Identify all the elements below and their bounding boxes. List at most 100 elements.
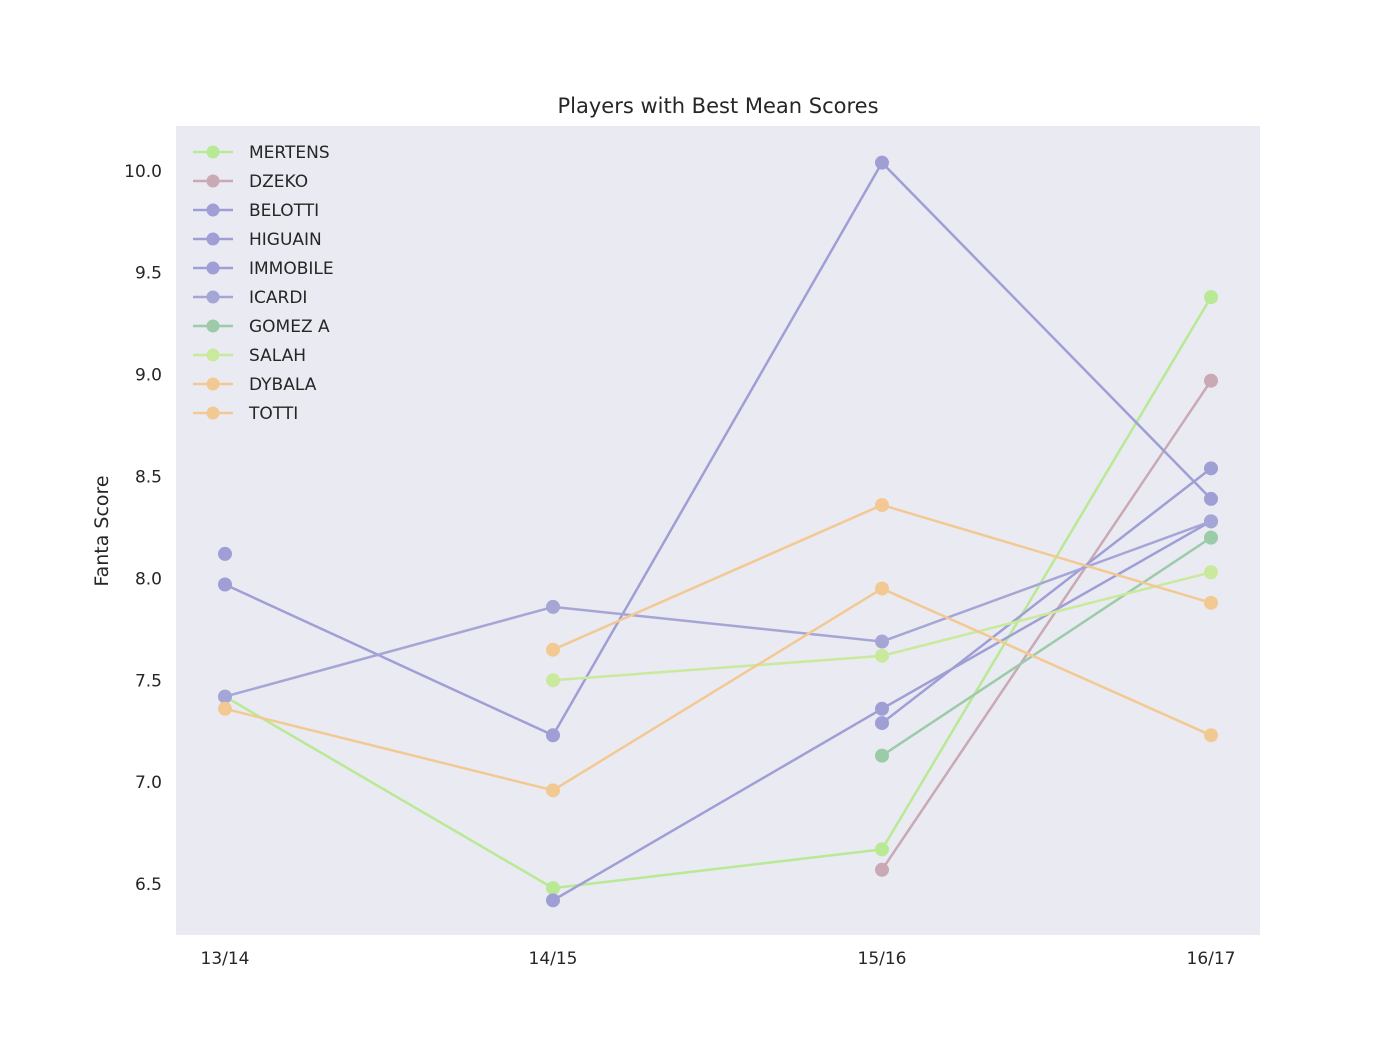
legend-entry: SALAH <box>193 346 306 366</box>
series-mertens <box>218 290 1218 896</box>
series-line-segment <box>223 583 555 737</box>
legend-marker <box>206 377 220 391</box>
x-tick-label: 13/14 <box>201 949 250 969</box>
legend-entry: GOMEZ A <box>193 317 330 337</box>
data-point <box>1204 514 1218 529</box>
series-line-segment <box>551 654 884 682</box>
series-line-segment <box>223 605 555 698</box>
y-tick-label: 10.0 <box>124 162 162 182</box>
legend-label: TOTTI <box>248 404 298 424</box>
data-point <box>875 701 889 716</box>
legend-label: IMMOBILE <box>249 259 334 279</box>
series-line-segment <box>880 467 1213 725</box>
legend-label: MERTENS <box>249 143 330 163</box>
x-tick-labels: 13/14 14/15 15/16 16/17 <box>201 949 1236 969</box>
data-point <box>875 862 889 877</box>
data-point <box>1204 565 1218 580</box>
legend-marker <box>206 203 220 217</box>
legend-entry: MERTENS <box>193 143 330 163</box>
data-point <box>1204 461 1218 476</box>
legend-marker <box>206 406 220 420</box>
series-line-segment <box>880 520 1213 643</box>
series-line-segment <box>880 161 1213 501</box>
series-higuain <box>218 155 1218 743</box>
data-point <box>218 689 232 704</box>
legend-entry: BELOTTI <box>193 201 319 221</box>
legend-marker <box>206 232 220 246</box>
data-point <box>875 581 889 596</box>
data-point <box>546 783 560 798</box>
data-point <box>546 881 560 896</box>
data-point <box>546 728 560 743</box>
data-point <box>875 648 889 663</box>
legend-label: GOMEZ A <box>249 317 330 337</box>
legend-marker <box>206 319 220 333</box>
y-tick-label: 8.0 <box>135 569 162 589</box>
x-tick-label: 16/17 <box>1187 949 1236 969</box>
series-line-segment <box>551 605 884 643</box>
data-point <box>546 642 560 657</box>
data-point <box>1204 373 1218 388</box>
series-icardi <box>218 514 1218 704</box>
series-line-segment <box>880 295 1213 851</box>
data-point <box>875 634 889 649</box>
legend-marker <box>206 261 220 275</box>
legend-entry: HIGUAIN <box>193 230 322 250</box>
data-point <box>875 155 889 170</box>
data-point <box>546 893 560 908</box>
data-point <box>218 546 232 561</box>
series-line-segment <box>880 503 1213 605</box>
series-gomez-a <box>875 530 1218 763</box>
legend-label: DZEKO <box>249 172 308 192</box>
chart-title: Players with Best Mean Scores <box>557 94 878 118</box>
series-line-segment <box>223 695 555 890</box>
series-belotti <box>218 461 1218 731</box>
legend-marker <box>206 174 220 188</box>
legend-label: SALAH <box>249 346 306 366</box>
y-tick-label: 7.5 <box>135 671 162 691</box>
x-tick-label: 14/15 <box>529 949 578 969</box>
series-totti <box>218 581 1218 798</box>
series-line-segment <box>880 379 1213 872</box>
legend-marker <box>206 348 220 362</box>
legend-label: HIGUAIN <box>249 230 322 250</box>
y-tick-labels: 6.5 7.0 7.5 8.0 8.5 9.0 9.5 10.0 <box>124 162 162 895</box>
data-point <box>218 577 232 592</box>
y-tick-label: 9.0 <box>135 366 162 386</box>
data-point <box>1204 728 1218 743</box>
series-line-segment <box>551 707 884 902</box>
series-line-segment <box>551 161 884 737</box>
legend-entry: DZEKO <box>193 172 308 192</box>
legend-entry: DYBALA <box>193 375 317 395</box>
series-line-segment <box>880 536 1213 757</box>
data-point <box>1204 530 1218 545</box>
y-axis-title: Fanta Score <box>91 475 113 586</box>
data-point <box>1204 290 1218 305</box>
series-line-segment <box>880 587 1213 737</box>
data-point <box>875 716 889 731</box>
plot-background <box>176 126 1260 935</box>
legend-entry: TOTTI <box>193 404 298 424</box>
legend-label: DYBALA <box>249 375 317 395</box>
y-tick-label: 7.0 <box>135 773 162 793</box>
y-tick-label: 9.5 <box>135 264 162 284</box>
series-line-segment <box>551 503 884 651</box>
legend-label: ICARDI <box>249 288 307 308</box>
legend-entry: IMMOBILE <box>193 259 334 279</box>
data-point <box>546 673 560 688</box>
legend: MERTENS DZEKO BELOTTI HIGUAIN IMMOBILE ICARDI… <box>193 143 334 424</box>
x-tick-label: 15/16 <box>858 949 907 969</box>
series-line-segment <box>223 707 555 792</box>
data-point <box>1204 595 1218 610</box>
data-point <box>1204 491 1218 506</box>
legend-marker <box>206 145 220 159</box>
data-point <box>875 498 889 513</box>
series-line-segment <box>551 848 884 890</box>
data-point <box>218 701 232 716</box>
series-dzeko <box>875 373 1218 877</box>
y-tick-label: 6.5 <box>135 875 162 895</box>
y-tick-label: 8.5 <box>135 467 162 487</box>
data-point <box>875 842 889 857</box>
series-dybala <box>546 498 1218 657</box>
